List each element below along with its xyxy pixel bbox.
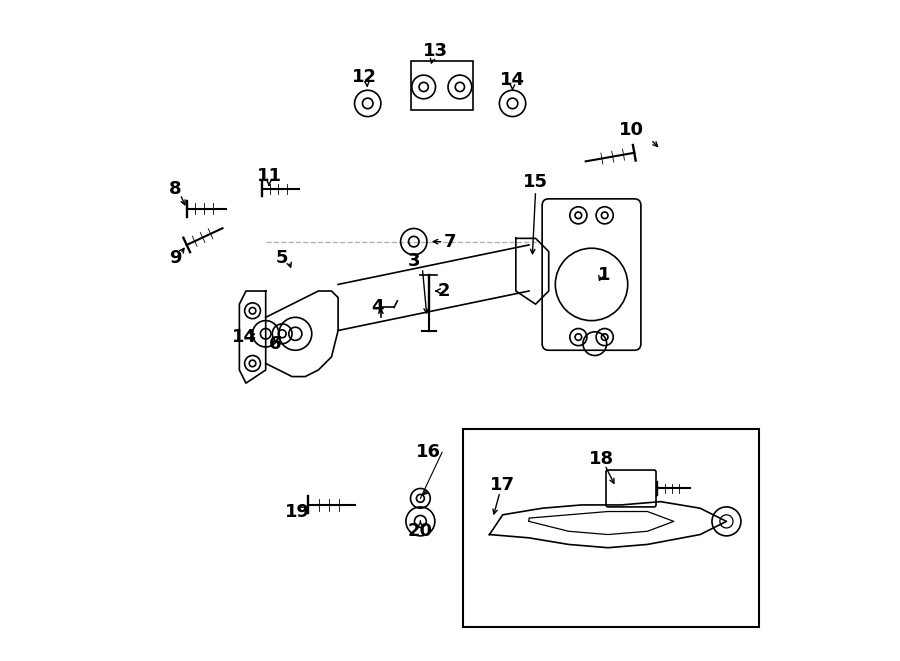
Text: 19: 19 — [284, 502, 310, 520]
Text: 7: 7 — [444, 233, 456, 251]
Text: 4: 4 — [372, 299, 383, 317]
Text: 2: 2 — [437, 282, 450, 300]
Text: 14: 14 — [231, 328, 256, 346]
Text: 9: 9 — [169, 249, 182, 267]
Text: 13: 13 — [423, 42, 448, 59]
Text: 18: 18 — [589, 450, 614, 468]
Bar — [464, 429, 760, 627]
Text: 12: 12 — [352, 68, 377, 86]
Text: 14: 14 — [500, 71, 525, 89]
Text: 6: 6 — [269, 334, 282, 353]
Text: 8: 8 — [169, 180, 182, 198]
Text: 11: 11 — [256, 167, 282, 185]
Text: 20: 20 — [408, 522, 433, 540]
Text: 3: 3 — [408, 253, 420, 270]
Text: 16: 16 — [417, 444, 441, 461]
Text: 5: 5 — [276, 249, 288, 267]
Bar — [410, 61, 473, 110]
Text: 10: 10 — [618, 121, 644, 139]
Text: 15: 15 — [523, 173, 548, 192]
Text: 17: 17 — [491, 476, 515, 494]
Text: 1: 1 — [598, 266, 611, 284]
